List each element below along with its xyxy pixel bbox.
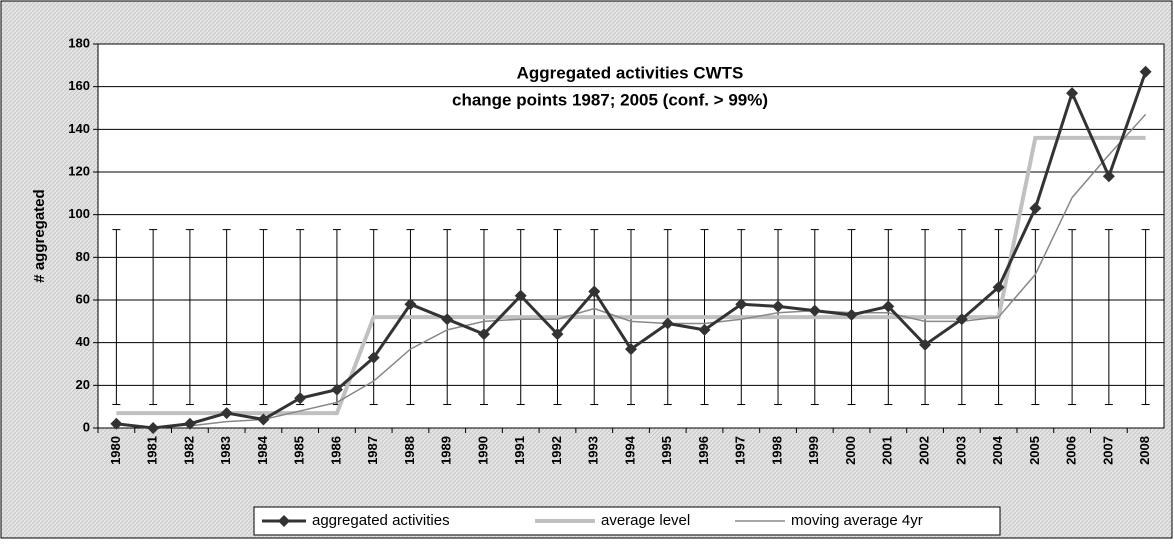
data-point — [735, 298, 748, 311]
x-tick-label: 2006 — [1064, 436, 1079, 465]
x-tick-label: 1989 — [439, 436, 454, 465]
x-tick-label: 1988 — [402, 436, 417, 465]
x-tick-label: 1991 — [512, 436, 527, 465]
legend-label: moving average 4yr — [791, 512, 923, 529]
data-point — [110, 417, 123, 430]
data-point — [147, 422, 160, 434]
data-point — [992, 281, 1005, 294]
x-tick-label: 2000 — [843, 436, 858, 465]
x-tick-label: 1987 — [365, 436, 380, 465]
data-point — [661, 317, 674, 330]
legend-label: average level — [601, 512, 690, 529]
data-point — [441, 313, 454, 326]
data-point — [404, 298, 417, 311]
data-point — [367, 351, 380, 364]
x-tick-label: 1985 — [292, 436, 307, 465]
y-tick-label: 0 — [83, 419, 90, 434]
data-point — [183, 417, 196, 430]
x-tick-label: 2003 — [953, 436, 968, 465]
data-point — [845, 308, 858, 321]
x-tick-label: 1981 — [145, 436, 160, 465]
x-tick-label: 2008 — [1137, 436, 1152, 465]
x-tick-label: 1998 — [769, 436, 784, 465]
y-tick-label: 180 — [68, 35, 90, 50]
y-tick-label: 60 — [76, 291, 90, 306]
x-tick-label: 2007 — [1100, 436, 1115, 465]
data-point — [257, 413, 270, 426]
chart-subtitle: change points 1987; 2005 (conf. > 99%) — [452, 90, 768, 109]
data-point — [955, 313, 968, 326]
x-tick-label: 1992 — [549, 436, 564, 465]
data-point — [625, 343, 637, 356]
legend-label: aggregated activities — [312, 512, 450, 529]
legend-marker — [278, 515, 290, 527]
data-point — [919, 338, 932, 351]
data-point — [808, 304, 821, 317]
x-tick-label: 1986 — [328, 436, 343, 465]
x-tick-label: 1995 — [659, 436, 674, 465]
data-point — [1066, 87, 1079, 100]
data-point — [330, 383, 343, 396]
data-point — [588, 285, 601, 298]
data-point — [514, 289, 527, 302]
y-tick-label: 100 — [68, 206, 90, 221]
data-point — [882, 300, 895, 313]
x-tick-label: 2001 — [880, 436, 895, 465]
data-point — [1029, 202, 1042, 215]
y-tick-label: 40 — [76, 334, 90, 349]
y-tick-label: 120 — [68, 163, 90, 178]
y-axis-label: # aggregated — [31, 189, 48, 282]
legend — [253, 506, 1001, 536]
data-point — [477, 328, 490, 341]
x-tick-label: 1994 — [622, 435, 637, 465]
x-tick-label: 2005 — [1027, 436, 1042, 465]
x-tick-label: 1983 — [218, 436, 233, 465]
x-tick-label: 1996 — [696, 436, 711, 465]
chart-title: Aggregated activities CWTS — [517, 63, 744, 82]
x-tick-label: 1993 — [586, 436, 601, 465]
data-point — [698, 323, 711, 336]
data-point — [1139, 65, 1152, 78]
data-point — [772, 300, 785, 313]
x-tick-label: 1982 — [181, 436, 196, 465]
x-tick-label: 1980 — [108, 436, 123, 465]
data-point — [1102, 170, 1115, 183]
x-tick-label: 1984 — [255, 435, 270, 465]
y-tick-label: 80 — [76, 249, 90, 264]
y-tick-label: 160 — [68, 78, 90, 93]
data-point — [220, 407, 233, 420]
x-tick-label: 1999 — [806, 436, 821, 465]
data-point — [551, 328, 564, 341]
y-tick-label: 140 — [68, 121, 90, 136]
x-tick-label: 1997 — [733, 436, 748, 465]
data-point — [294, 392, 307, 405]
x-tick-label: 1990 — [475, 436, 490, 465]
x-tick-label: 2004 — [990, 435, 1005, 465]
y-tick-label: 20 — [76, 377, 90, 392]
x-tick-label: 2002 — [917, 436, 932, 465]
